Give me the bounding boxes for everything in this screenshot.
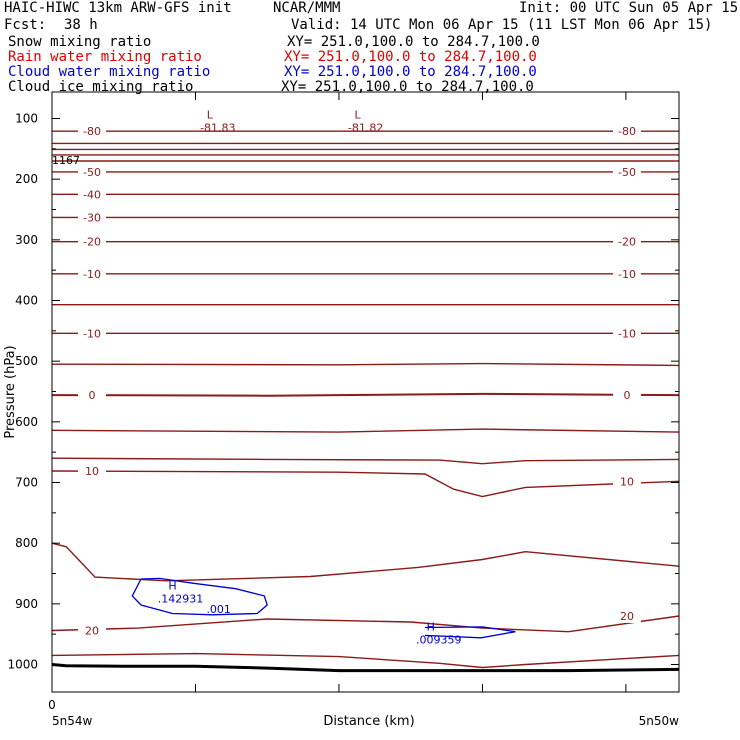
temperature-contour-14 (51, 428, 680, 433)
temperature-contour-16 (51, 470, 680, 498)
title-left: HAIC-HIWC 13km ARW-GFS init (4, 0, 232, 16)
ground-surface-line (51, 663, 680, 673)
extremum-type-2: H (168, 579, 176, 592)
temperature-contour-label-left-9: -10 (83, 268, 101, 281)
y-tick-label-7: 800 (15, 536, 38, 550)
contour-label-bg-right-13 (613, 389, 641, 403)
fcst-label: Fcst: (4, 17, 47, 33)
contour-label-bg-5 (78, 165, 106, 179)
x-tick-label-0: 0 (48, 698, 56, 712)
contour-label-bg-right-11 (613, 327, 641, 341)
contour-label-bg-7 (78, 211, 106, 225)
valid-time: Valid: 14 UTC Mon 06 Apr 15 (11 LST Mon … (291, 17, 713, 33)
temperature-contour-label-left-13: 0 (89, 389, 96, 402)
contour-label-bg-16 (78, 464, 106, 478)
x-axis-title: Distance (km) (323, 714, 414, 729)
temperature-contour-label-left-18: 20 (85, 625, 99, 638)
init-time: Init: 00 UTC Sun 05 Apr 15 (519, 0, 739, 16)
temperature-contour-label-left-7: -30 (83, 211, 101, 224)
temperature-contour-13 (51, 392, 680, 397)
extremum-type-0: L (207, 109, 214, 122)
field-rain-name: Rain water mixing ratio (8, 49, 202, 65)
x-end-label-left: 5n54w (52, 714, 93, 728)
extremum-value-1: -81.82 (348, 122, 383, 135)
extremum-type-3: H (427, 621, 435, 634)
y-tick-label-4: 500 (15, 354, 38, 368)
temperature-contour-label-left-8: -20 (83, 236, 101, 249)
temperature-contour-label-right-5: -50 (618, 166, 636, 179)
contour-label-bg-right-5 (613, 165, 641, 179)
field-snow-xy: XY= 251.0,100.0 to 284.7,100.0 (287, 34, 540, 50)
temperature-contour-label-left-11: -10 (83, 327, 101, 340)
y-axis-title: Pressure (hPa) (3, 345, 18, 438)
side-label: 1167 (52, 154, 80, 167)
temperature-contour-15 (51, 457, 680, 465)
contour-label-bg-18 (78, 624, 106, 638)
y-tick-label-0: 100 (15, 112, 38, 126)
contour-label-bg-9 (78, 267, 106, 281)
temperature-contour-label-left-16: 10 (85, 465, 99, 478)
temperature-contour-17 (51, 542, 680, 582)
contour-label-bg-0 (78, 125, 106, 139)
temperature-contour-label-left-0: -80 (83, 125, 101, 138)
contour-label-bg-8 (78, 235, 106, 249)
contour-label-bg-right-16 (613, 475, 641, 489)
temperature-contour-label-right-16: 10 (620, 475, 634, 488)
fcst-value: 38 h (64, 17, 98, 33)
cloud-water-contour-0 (131, 577, 268, 616)
temperature-contour-label-right-9: -10 (618, 268, 636, 281)
temperature-contour-label-right-18: 20 (620, 610, 634, 623)
x-end-label-right: 5n50w (639, 714, 680, 728)
extremum-value-3: .009359 (416, 634, 462, 647)
contour-label-bg-11 (78, 327, 106, 341)
temperature-contour-label-left-6: -40 (83, 188, 101, 201)
contour-label-bg-right-0 (613, 125, 641, 139)
temperature-contour-12 (51, 362, 680, 367)
field-cloud-ice-name: Cloud ice mixing ratio (8, 79, 194, 95)
field-snow-name: Snow mixing ratio (8, 34, 152, 50)
contour-label-bg-right-9 (613, 267, 641, 281)
temperature-contour-label-left-5: -50 (83, 166, 101, 179)
y-tick-label-1: 200 (15, 172, 38, 186)
title-center: NCAR/MMM (273, 0, 341, 16)
extremum-value-2: .142931 (158, 592, 204, 605)
field-cloud-water-name: Cloud water mixing ratio (8, 64, 211, 80)
y-tick-label-6: 700 (15, 476, 38, 490)
contour-label-bg-13 (78, 389, 106, 403)
contour-layer: -80 -80 -50 -50 -40 -30 -20 -20 -10 -10 -10 -10 0 0 10… (51, 109, 680, 673)
temperature-contour-label-right-0: -80 (618, 125, 636, 138)
y-tick-label-5: 600 (15, 415, 38, 429)
extremum-value-0: -81.83 (200, 122, 235, 135)
field-rain-xy: XY= 251.0,100.0 to 284.7,100.0 (284, 49, 537, 65)
temperature-contour-18 (51, 615, 680, 633)
temperature-contour-label-right-11: -10 (618, 327, 636, 340)
y-tick-label-8: 900 (15, 597, 38, 611)
cloud-water-contour-label-0: .001 (206, 603, 231, 616)
temperature-contour-label-right-13: 0 (624, 389, 631, 402)
y-tick-label-3: 400 (15, 294, 38, 308)
field-cloud-water-xy: XY= 251.0,100.0 to 284.7,100.0 (284, 64, 537, 80)
contour-label-bg-6 (78, 188, 106, 202)
cloud-water-contour-1 (424, 626, 516, 639)
field-cloud-ice-xy: XY= 251.0,100.0 to 284.7,100.0 (281, 79, 534, 95)
temperature-contour-label-right-8: -20 (618, 236, 636, 249)
contour-label-bg-right-18 (613, 609, 641, 623)
y-tick-label-9: 1000 (7, 658, 38, 672)
plot-frame (51, 91, 680, 693)
contour-label-bg-right-8 (613, 235, 641, 249)
temperature-contour-19 (51, 652, 680, 669)
y-tick-label-2: 300 (15, 233, 38, 247)
extremum-type-1: L (355, 109, 362, 122)
